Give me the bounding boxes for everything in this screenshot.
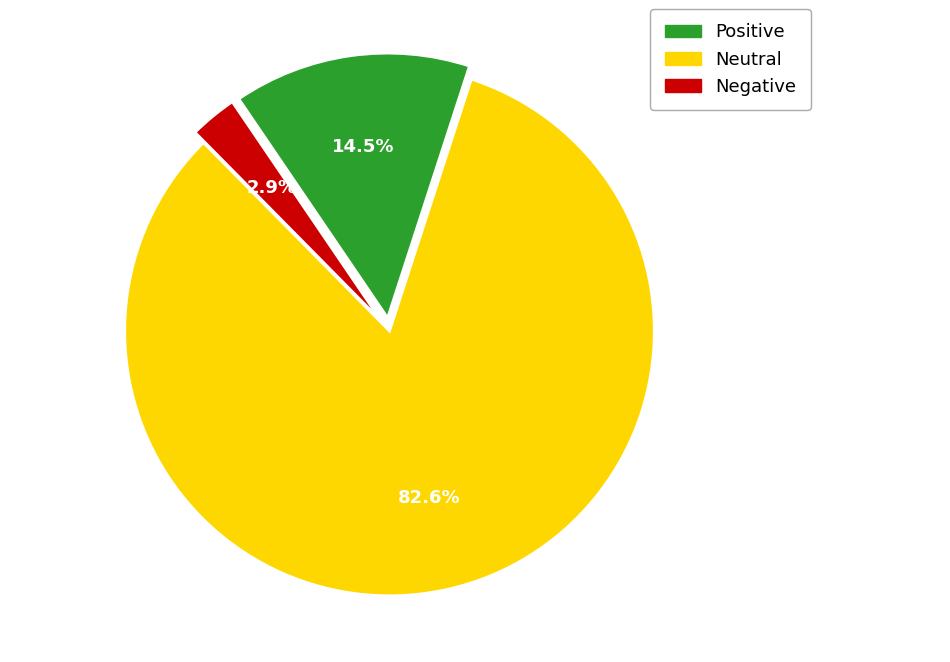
Wedge shape — [238, 53, 469, 318]
Legend: Positive, Neutral, Negative: Positive, Neutral, Negative — [651, 9, 810, 110]
Text: 82.6%: 82.6% — [398, 489, 461, 508]
Text: 14.5%: 14.5% — [332, 138, 394, 156]
Wedge shape — [195, 102, 381, 321]
Text: 2.9%: 2.9% — [247, 179, 296, 197]
Wedge shape — [124, 79, 655, 596]
